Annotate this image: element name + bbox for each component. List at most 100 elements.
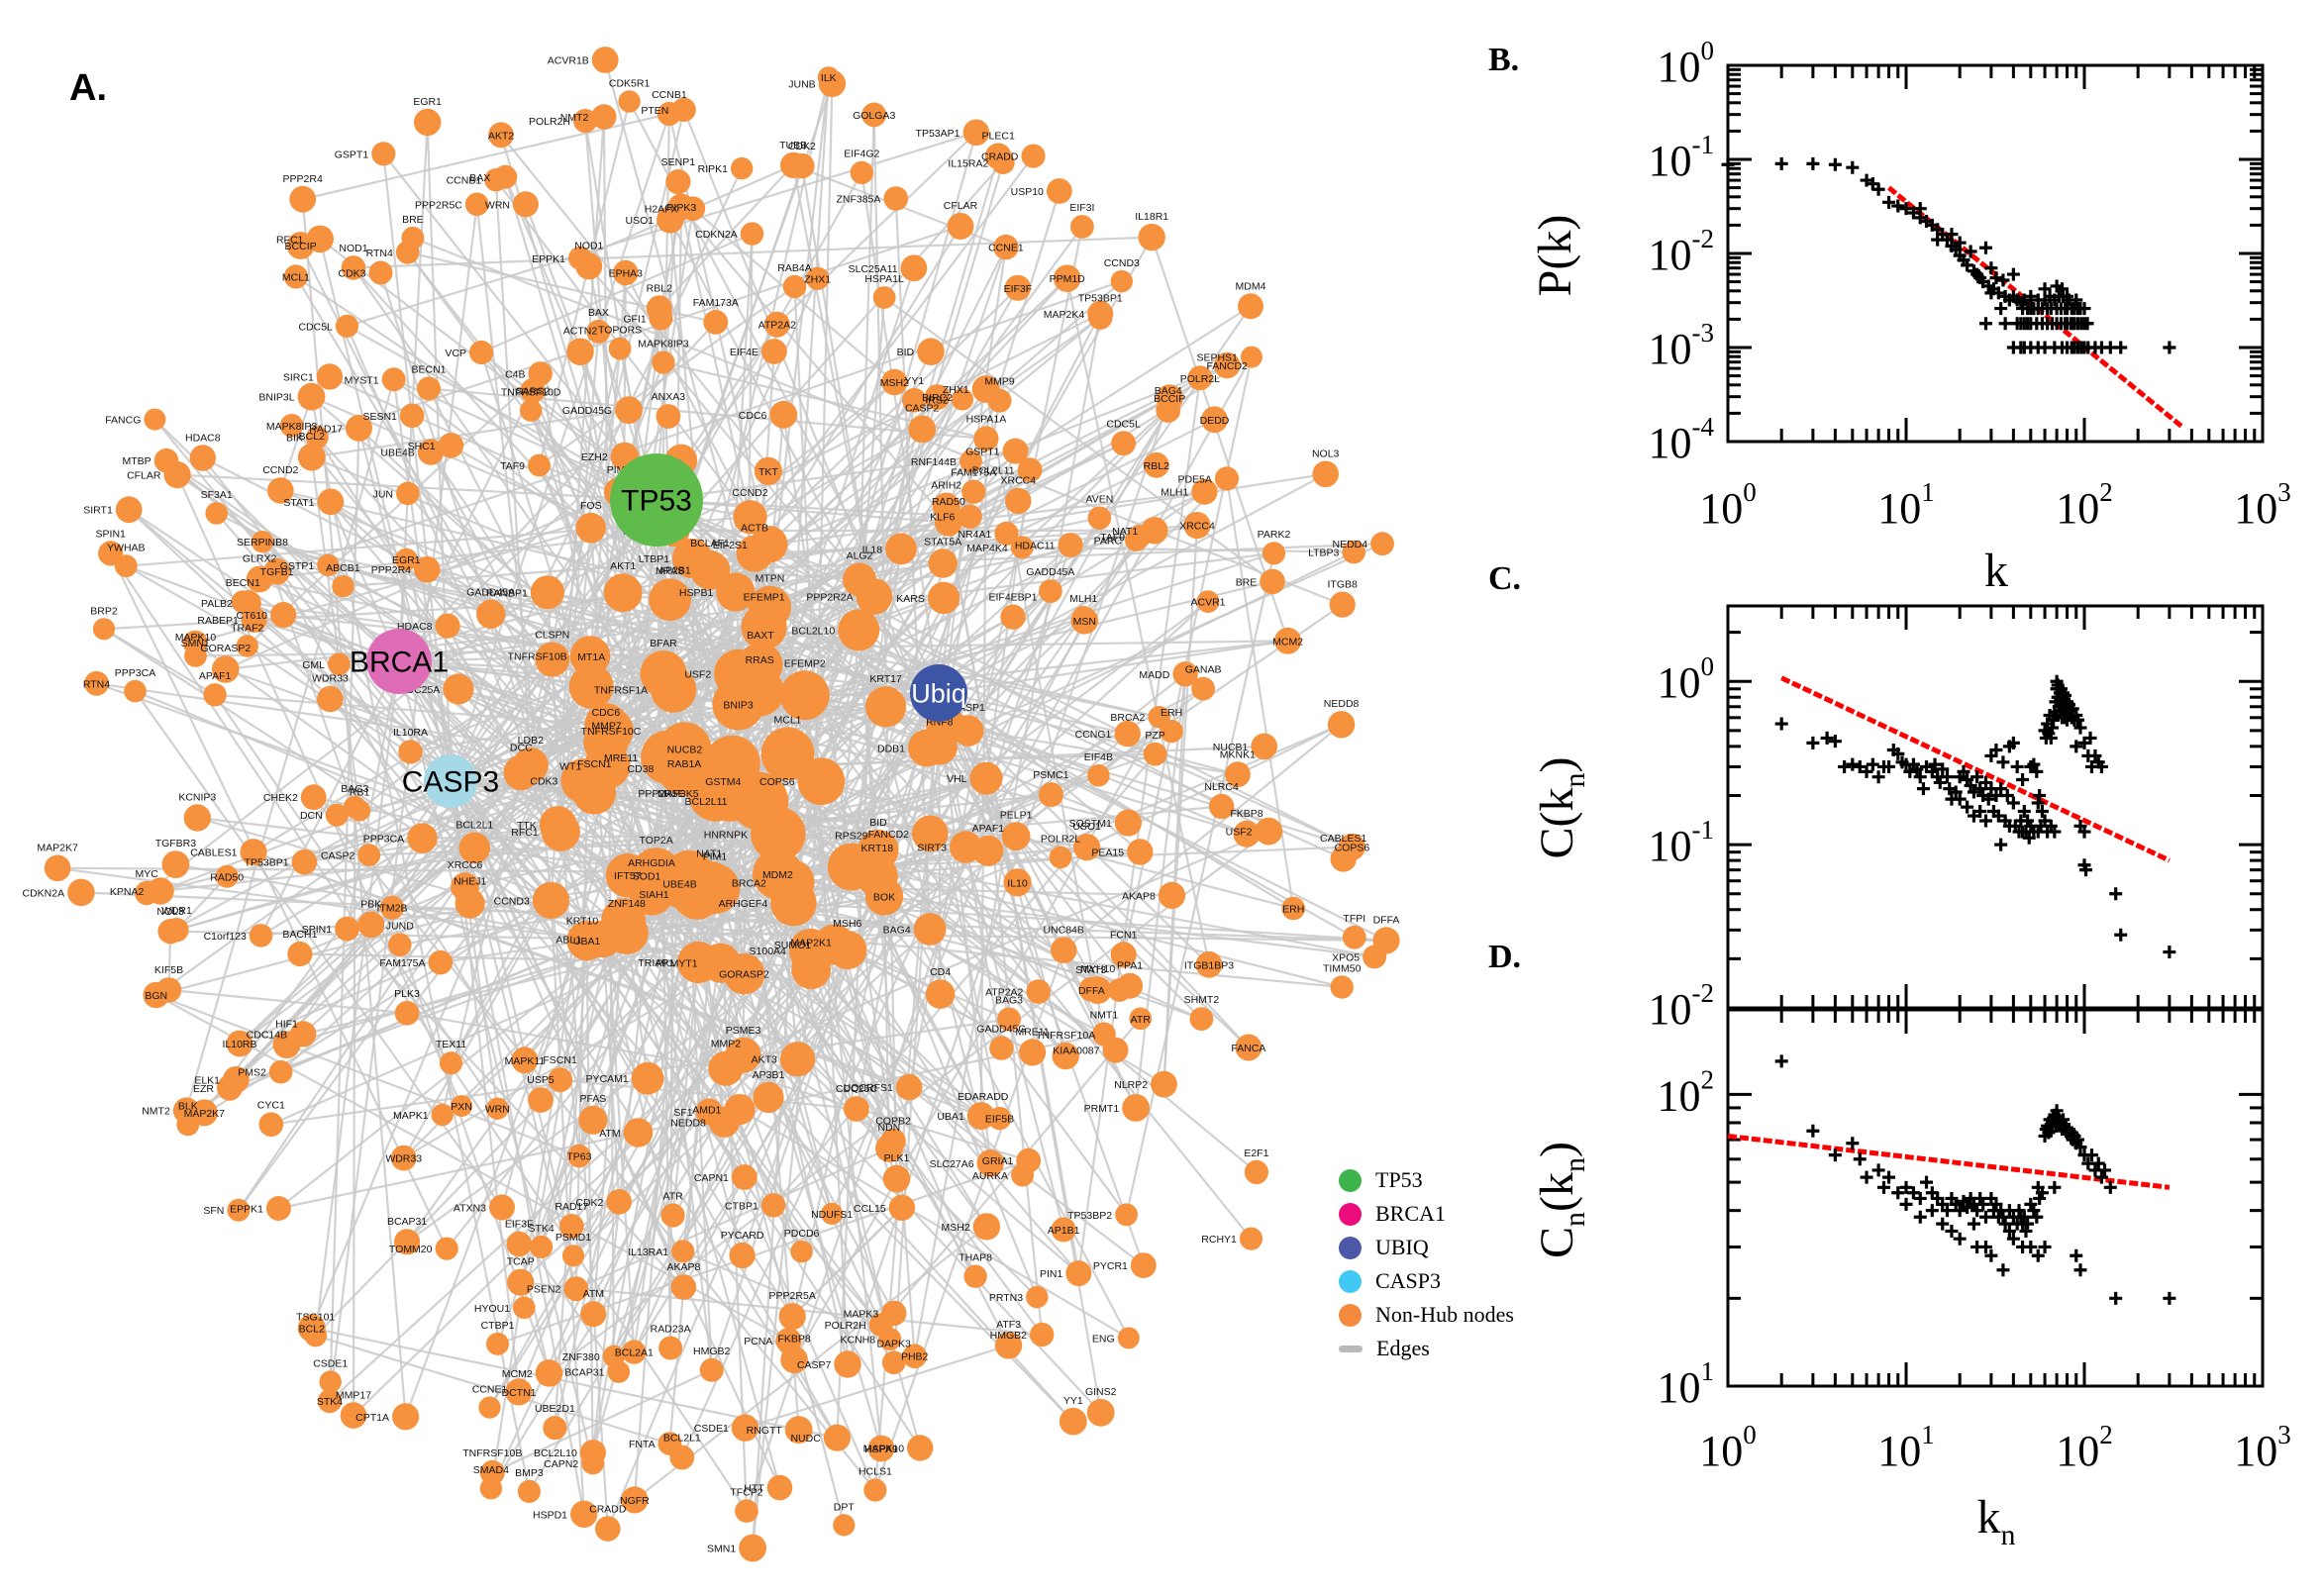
network-node-label: TP53BP1 [245, 857, 289, 869]
network-node-label: BRE [402, 214, 424, 226]
data-point [2077, 302, 2091, 316]
data-point [2109, 1291, 2123, 1305]
network-node [414, 555, 441, 583]
network-panel: MAPK10 PIM1 EPPK1 USO1 GSPT1 UBE4B FSCN1 DFFA SP… [22, 47, 1400, 1562]
network-node-label: SERPINB8 [237, 537, 288, 549]
panel-a-label: A. [69, 67, 107, 109]
network-node-label: MSN [1073, 616, 1096, 628]
network-node [951, 388, 974, 411]
network-node-label: MSH2 [942, 1222, 970, 1234]
data-point [2073, 1263, 2087, 1277]
network-node-label: RAD50 [210, 871, 244, 883]
network-node [1244, 1159, 1268, 1184]
data-point [1846, 757, 1860, 771]
network-node-label: RBL2 [647, 282, 672, 294]
network-node-label: BCL2L1 [663, 1433, 701, 1445]
network-node-label: ITM2B [377, 903, 408, 915]
network-node [984, 143, 1012, 170]
network-node [1312, 460, 1339, 488]
network-node [535, 642, 570, 677]
network-edge [279, 396, 313, 491]
network-edge [633, 536, 1141, 1353]
network-node-label: PELP1 [1000, 809, 1033, 821]
network-node-label: CHEK2 [263, 792, 298, 804]
network-node-label: XPO5 [1332, 951, 1360, 963]
network-node-label: CDC5L [298, 321, 333, 333]
network-edge [404, 689, 675, 1418]
network-edge [353, 236, 1153, 269]
network-node-label: GOLGA3 [853, 110, 895, 122]
hub-label-ubiq: Ubiq [911, 678, 966, 708]
network-node [535, 1359, 563, 1387]
network-node [279, 414, 304, 438]
plot-ticks [1726, 606, 2265, 1010]
network-edge [656, 449, 1016, 502]
data-point [1998, 317, 2012, 331]
network-node [861, 102, 887, 128]
data-point [2027, 1204, 2041, 1218]
network-node-label: ATR [662, 1190, 683, 1202]
network-node-label: FAM173A [693, 297, 739, 309]
network-node [319, 1370, 342, 1393]
network-node [226, 1030, 253, 1057]
data-point [1940, 1204, 1954, 1218]
network-node-label: EIF4E [730, 347, 758, 358]
network-node-label: TP53BP2 [1067, 1210, 1112, 1222]
scatter-points [1721, 156, 2176, 354]
network-node-label: PCNA [744, 1336, 772, 1347]
network-node-label: FKBP8 [777, 1334, 810, 1346]
network-node [1058, 533, 1083, 557]
data-point [1964, 245, 1977, 258]
network-node [649, 578, 691, 621]
legend-item-label: Edges [1376, 1336, 1430, 1360]
y-axis-label: P(k) [1529, 215, 1581, 297]
network-node [439, 1051, 463, 1075]
data-point [2006, 796, 2020, 810]
network-node-label: PSME3 [726, 1025, 761, 1037]
legend-node-swatch [1339, 1236, 1362, 1259]
hub-node-brca1 [366, 629, 432, 694]
network-node-label: ALG2 [847, 550, 873, 562]
network-node [735, 1499, 758, 1523]
network-node-label: CABLES1 [1320, 833, 1366, 845]
network-edge [709, 568, 1345, 860]
network-node-label: MSH2 [880, 377, 909, 389]
network-node [1262, 542, 1286, 565]
network-node-label: BCL2L10 [791, 625, 835, 637]
network-node-label: CTBP1 [725, 1200, 758, 1212]
network-node-label: BMP3 [515, 1467, 544, 1479]
network-node [1195, 950, 1223, 978]
data-point [1978, 1210, 1992, 1224]
network-node-label: GADD45A [466, 587, 515, 599]
network-node-label: ABCB1 [326, 562, 360, 574]
network-node-label: ILK [821, 72, 837, 84]
network-node [753, 1081, 784, 1114]
network-node-label: JUN [373, 488, 393, 500]
network-node [602, 1345, 626, 1368]
network-node-label: BCL2A1 [615, 1347, 654, 1359]
data-point [1978, 317, 1992, 331]
network-edge [146, 499, 657, 894]
network-node [575, 252, 603, 280]
network-node [1050, 937, 1077, 963]
data-point [1964, 778, 1977, 792]
network-edge [601, 939, 685, 1288]
network-node-label: GORASP2 [200, 643, 251, 654]
network-node [615, 396, 643, 424]
network-edge [800, 165, 875, 597]
network-node-label: E2F1 [1244, 1147, 1268, 1159]
network-node [671, 1240, 695, 1263]
network-node [1049, 846, 1072, 869]
network-node [399, 403, 425, 429]
network-node-label: MAPK10 [863, 1443, 905, 1454]
network-node [1191, 478, 1218, 505]
network-node [1187, 365, 1213, 391]
network-node-label: GML [302, 659, 325, 671]
network-edge [622, 592, 713, 1370]
network-node-label: COPB2 [875, 1116, 911, 1128]
data-point [1906, 206, 1920, 220]
legend-item-ubiq: UBIQ [1339, 1235, 1514, 1259]
network-node [569, 636, 611, 676]
network-node [144, 408, 166, 431]
network-node [716, 572, 756, 612]
